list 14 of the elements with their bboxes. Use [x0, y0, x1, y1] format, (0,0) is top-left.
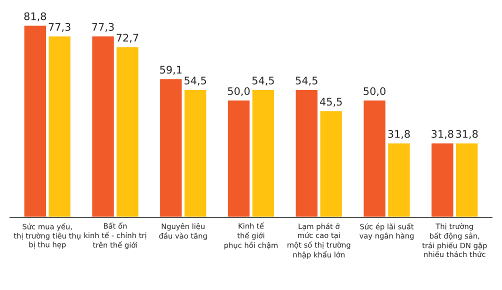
data-label: 50,0 — [228, 87, 250, 96]
data-label: 54,5 — [252, 76, 274, 86]
data-label: 77,3 — [92, 22, 114, 32]
data-label: 54,5 — [296, 76, 318, 86]
data-label: 31,8 — [456, 130, 478, 139]
data-label: 59,1 — [160, 66, 182, 75]
data-label: 31,8 — [432, 130, 454, 139]
data-label: 50,0 — [364, 87, 386, 96]
data-label: 45,5 — [320, 98, 342, 107]
data-label: 54,5 — [184, 76, 206, 86]
data-label: 72,7 — [116, 34, 138, 43]
data-label: 81,8 — [24, 12, 46, 22]
data-label: 31,8 — [388, 130, 410, 139]
data-label: 77,3 — [48, 22, 70, 32]
